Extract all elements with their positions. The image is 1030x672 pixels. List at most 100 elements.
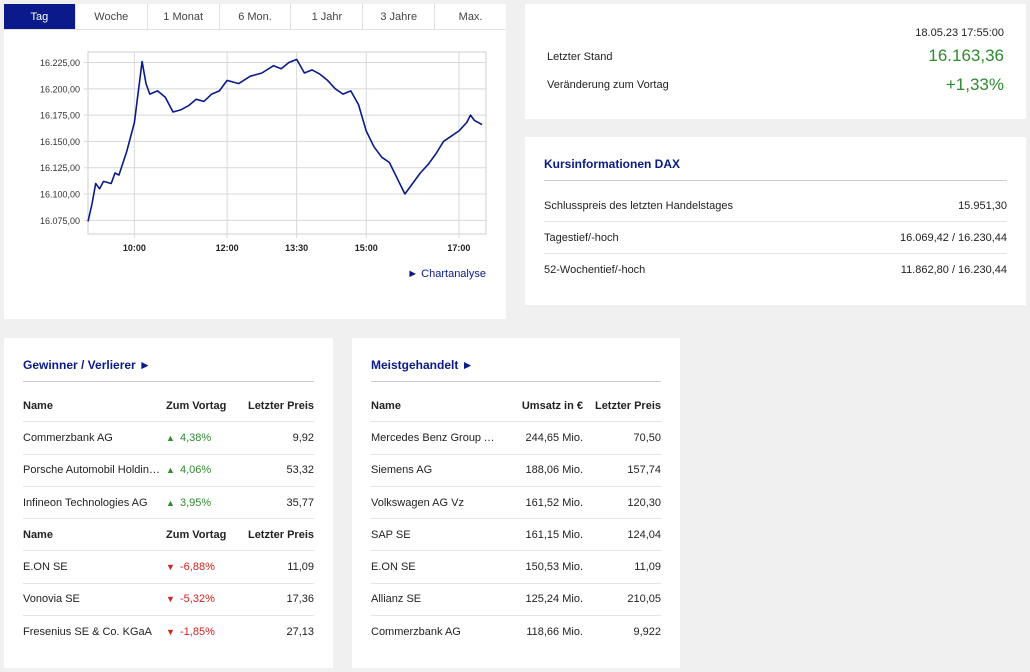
down-arrow-icon: ▼ [166, 594, 175, 605]
col-price: Letzter Preis [247, 399, 314, 412]
stock-name[interactable]: Mercedes Benz Group AG … [371, 431, 503, 444]
table-row[interactable]: E.ON SE 150,53 Mio. 11,09 [371, 551, 661, 584]
y-tick-label: 16.075,00 [40, 216, 80, 226]
gainers-losers-title-link[interactable]: Gewinner / Verlierer ► [23, 358, 151, 372]
tab-6-months[interactable]: 6 Mon. [220, 4, 292, 29]
chartanalyse-link[interactable]: ► Chartanalyse [407, 268, 486, 280]
price-value: 11,09 [287, 561, 314, 574]
info-value: 15.951,30 [958, 199, 1007, 212]
volume-value: 244,65 Mio. [525, 431, 583, 444]
change-value: 4,38% [180, 431, 212, 444]
price-value: 9,92 [292, 431, 314, 444]
volume-value: 125,24 Mio. [525, 593, 583, 606]
stock-name[interactable]: E.ON SE [23, 561, 68, 574]
tab-3-years[interactable]: 3 Jahre [363, 4, 436, 29]
table-row[interactable]: Fresenius SE & Co. KGaA ▼ -1,85% 27,13 [23, 616, 314, 648]
col-name: Name [371, 399, 401, 412]
price-value: 27,13 [286, 626, 314, 639]
price-value: 157,74 [627, 464, 661, 477]
price-info-card: Kursinformationen DAX Schlusspreis des l… [525, 137, 1026, 305]
gainers-losers-card: Gewinner / Verlierer ► Name Zum Vortag L… [4, 338, 333, 668]
volume-value: 161,15 Mio. [525, 528, 583, 541]
table-row[interactable]: Siemens AG 188,06 Mio. 157,74 [371, 455, 661, 487]
stock-name[interactable]: SAP SE [371, 528, 411, 541]
tab-1-month[interactable]: 1 Monat [148, 4, 220, 29]
quote-timestamp: 18.05.23 17:55:00 [915, 27, 1004, 39]
price-value: 124,04 [627, 528, 661, 541]
change-value: -5,32% [180, 593, 215, 606]
most-traded-table: Name Umsatz in € Letzter Preis Mercedes … [371, 390, 661, 648]
quote-card: 18.05.23 17:55:00 Letzter Stand 16.163,3… [525, 4, 1026, 119]
stock-name[interactable]: Siemens AG [371, 464, 433, 477]
gainers-losers-table: Name Zum Vortag Letzter Preis Commerzban… [23, 390, 314, 648]
most-traded-title-link[interactable]: Meistgehandelt ► [371, 358, 474, 372]
change-value: 4,06% [180, 464, 212, 477]
table-row[interactable]: Commerzbank AG 118,66 Mio. 9,922 [371, 616, 661, 648]
x-tick-label: 17:00 [447, 243, 470, 253]
tab-max[interactable]: Max. [458, 10, 483, 23]
y-tick-label: 16.225,00 [40, 58, 80, 68]
stock-name[interactable]: Commerzbank AG [23, 431, 113, 444]
info-row: Tagestief/-hoch 16.069,42 / 16.230,44 [544, 222, 1007, 254]
stock-name[interactable]: E.ON SE [371, 561, 416, 574]
price-value: 210,05 [627, 593, 661, 606]
table-row[interactable]: Vonovia SE ▼ -5,32% 17,36 [23, 584, 314, 617]
stock-name[interactable]: Porsche Automobil Holding… [23, 464, 166, 477]
price-value: 53,32 [286, 464, 314, 477]
down-arrow-icon: ▼ [166, 562, 175, 573]
table-header: Name Umsatz in € Letzter Preis [371, 390, 661, 423]
col-price: Letzter Preis [247, 528, 314, 541]
series-line [87, 58, 483, 222]
tab-week[interactable]: Woche [76, 4, 148, 29]
plot-frame [87, 51, 487, 235]
chart-card: Tag Woche 1 Monat 6 Mon. 1 Jahr 3 Jahre … [4, 4, 506, 319]
price-value: 11,09 [634, 561, 661, 574]
table-row[interactable]: Commerzbank AG ▲ 4,38% 9,92 [23, 422, 314, 455]
most-traded-card: Meistgehandelt ► Name Umsatz in € Letzte… [352, 338, 680, 668]
table-header: Name Zum Vortag Letzter Preis [23, 390, 314, 423]
x-tick-label: 13:30 [285, 243, 308, 253]
timeframe-tabs: Tag Woche 1 Monat 6 Mon. 1 Jahr 3 Jahre … [4, 4, 506, 30]
stock-name[interactable]: Vonovia SE [23, 593, 80, 606]
stock-name[interactable]: Allianz SE [371, 593, 422, 606]
y-tick-label: 16.200,00 [40, 84, 80, 94]
info-label: 52-Wochentief/-hoch [544, 264, 646, 276]
price-value: 9,922 [633, 626, 661, 639]
table-row[interactable]: E.ON SE ▼ -6,88% 11,09 [23, 551, 314, 584]
volume-value: 150,53 Mio. [525, 561, 583, 574]
stock-name[interactable]: Fresenius SE & Co. KGaA [23, 626, 152, 639]
tab-1-year[interactable]: 1 Jahr [291, 4, 364, 29]
x-tick-label: 10:00 [123, 243, 146, 253]
title-divider [544, 180, 1007, 181]
last-price-label: Letzter Stand [547, 51, 613, 63]
price-value: 35,77 [286, 496, 314, 509]
table-row[interactable]: Volkswagen AG Vz 161,52 Mio. 120,30 [371, 487, 661, 520]
volume-value: 188,06 Mio. [525, 464, 583, 477]
down-arrow-icon: ▼ [166, 627, 175, 638]
y-tick-label: 16.150,00 [40, 137, 80, 147]
col-price: Letzter Preis [594, 399, 661, 412]
stock-name[interactable]: Volkswagen AG Vz [371, 496, 464, 509]
col-change: Zum Vortag [166, 399, 227, 412]
table-row[interactable]: Mercedes Benz Group AG … 244,65 Mio. 70,… [371, 422, 661, 455]
change-value: -6,88% [180, 561, 215, 574]
table-row[interactable]: SAP SE 161,15 Mio. 124,04 [371, 519, 661, 552]
table-row[interactable]: Infineon Technologies AG ▲ 3,95% 35,77 [23, 487, 314, 520]
price-value: 17,36 [286, 593, 314, 606]
x-tick-label: 12:00 [216, 243, 239, 253]
tab-day[interactable]: Tag [4, 4, 76, 29]
up-arrow-icon: ▲ [166, 432, 175, 443]
title-divider [371, 381, 661, 382]
table-row[interactable]: Allianz SE 125,24 Mio. 210,05 [371, 584, 661, 617]
price-value: 70,50 [633, 431, 661, 444]
info-label: Tagestief/-hoch [544, 231, 619, 244]
info-value: 16.069,42 / 16.230,44 [899, 231, 1007, 244]
info-title: Kursinformationen DAX [544, 157, 681, 171]
info-row: Schlusspreis des letzten Handelstages 15… [544, 190, 1007, 222]
table-row[interactable]: Porsche Automobil Holding… ▲ 4,06% 53,32 [23, 455, 314, 487]
stock-name[interactable]: Infineon Technologies AG [23, 496, 148, 509]
info-label: Schlusspreis des letzten Handelstages [544, 199, 733, 212]
stock-name[interactable]: Commerzbank AG [371, 626, 461, 639]
change-label: Veränderung zum Vortag [547, 79, 669, 91]
price-value: 120,30 [627, 496, 661, 509]
